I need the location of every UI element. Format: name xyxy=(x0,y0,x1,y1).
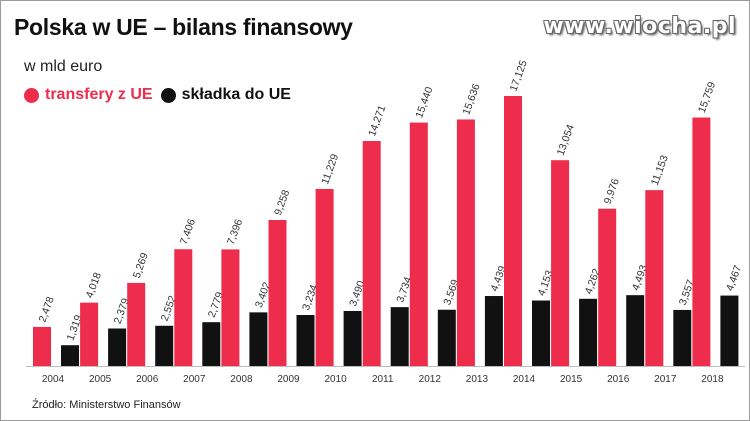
legend-label-transfers: transfery z UE xyxy=(45,86,153,103)
bar-contribution-2007 xyxy=(202,322,221,366)
label-transfers-2018: 15,759 xyxy=(696,80,718,114)
bar-transfers-2013 xyxy=(456,119,475,367)
bar-transfers-2010 xyxy=(315,188,334,366)
watermark-logo: www.wiocha.pl xyxy=(543,14,736,39)
bar-contribution-2014 xyxy=(532,300,550,366)
legend-item-transfers: transfery z UE xyxy=(24,86,153,104)
x-tick-2008: 2008 xyxy=(230,374,253,385)
x-tick-2014: 2014 xyxy=(513,374,536,385)
x-tick-2013: 2013 xyxy=(466,374,489,385)
x-tick-2015: 2015 xyxy=(560,374,583,385)
bar-transfers-2004 xyxy=(33,326,51,366)
bar-contribution-2015 xyxy=(579,298,598,366)
bar-transfers-2008 xyxy=(221,249,240,366)
bar-contribution-2012 xyxy=(437,309,456,366)
x-tick-2012: 2012 xyxy=(419,374,442,385)
x-tick-2007: 2007 xyxy=(183,374,206,385)
label-transfers-2005: 4,018 xyxy=(84,271,104,300)
bar-contribution-2011 xyxy=(390,307,409,366)
bar-contribution-2018 xyxy=(720,295,739,366)
bar-transfers-2012 xyxy=(409,122,428,366)
bar-transfers-2007 xyxy=(174,249,193,366)
label-contribution-2018: 4,467 xyxy=(724,264,744,293)
label-transfers-2009: 9,258 xyxy=(272,188,292,217)
x-tick-2018: 2018 xyxy=(701,374,724,385)
bar-contribution-2016 xyxy=(626,295,645,366)
label-transfers-2017: 11,153 xyxy=(649,153,671,187)
label-transfers-2011: 14,271 xyxy=(366,104,388,138)
x-tick-2006: 2006 xyxy=(136,374,159,385)
x-tick-2017: 2017 xyxy=(654,374,677,385)
bar-transfers-2006 xyxy=(127,282,146,366)
x-tick-2010: 2010 xyxy=(324,374,347,385)
x-tick-2009: 2009 xyxy=(277,374,300,385)
bar-transfers-2005 xyxy=(80,302,99,366)
legend-label-contribution: składka do UE xyxy=(181,86,291,103)
bar-transfers-2015 xyxy=(551,160,570,366)
bar-transfers-2018 xyxy=(692,117,711,367)
label-transfers-2008: 7,396 xyxy=(225,217,245,246)
chart-subtitle: w mld euro xyxy=(24,58,103,75)
x-tick-2016: 2016 xyxy=(607,374,630,385)
label-transfers-2004: 2,478 xyxy=(37,295,57,324)
bar-contribution-2008 xyxy=(249,312,268,366)
label-transfers-2014: 17,125 xyxy=(508,59,530,93)
legend-swatch-red xyxy=(24,87,39,103)
chart-legend: transfery z UE składka do UE xyxy=(24,86,299,104)
x-tick-2011: 2011 xyxy=(372,374,394,385)
label-transfers-2007: 7,406 xyxy=(178,217,198,246)
bar-contribution-2013 xyxy=(484,296,503,366)
label-transfers-2010: 11,229 xyxy=(319,152,341,186)
chart-title: Polska w UE – bilans finansowy xyxy=(14,14,353,40)
bar-transfers-2011 xyxy=(362,140,381,366)
label-transfers-2006: 5,269 xyxy=(131,251,151,280)
bar-transfers-2016 xyxy=(598,208,617,366)
legend-swatch-black xyxy=(160,87,176,103)
bar-contribution-2004 xyxy=(61,345,79,366)
bar-contribution-2010 xyxy=(343,310,362,366)
label-transfers-2012: 15,440 xyxy=(413,85,435,119)
x-tick-2005: 2005 xyxy=(89,374,112,385)
bar-transfers-2014 xyxy=(504,96,522,366)
label-transfers-2015: 13,054 xyxy=(555,123,577,157)
bar-transfers-2017 xyxy=(645,190,664,366)
x-tick-2004: 2004 xyxy=(42,374,65,385)
bar-transfers-2009 xyxy=(268,220,287,366)
bar-contribution-2005 xyxy=(108,328,127,366)
bar-contribution-2006 xyxy=(155,325,174,366)
source-note: Źródło: Ministerstwo Finansów xyxy=(32,399,181,411)
bar-contribution-2017 xyxy=(673,309,692,366)
label-transfers-2016: 9,976 xyxy=(602,177,622,206)
bar-contribution-2009 xyxy=(296,315,315,366)
legend-item-contribution: składka do UE xyxy=(160,86,291,104)
label-transfers-2013: 15,636 xyxy=(460,82,482,116)
